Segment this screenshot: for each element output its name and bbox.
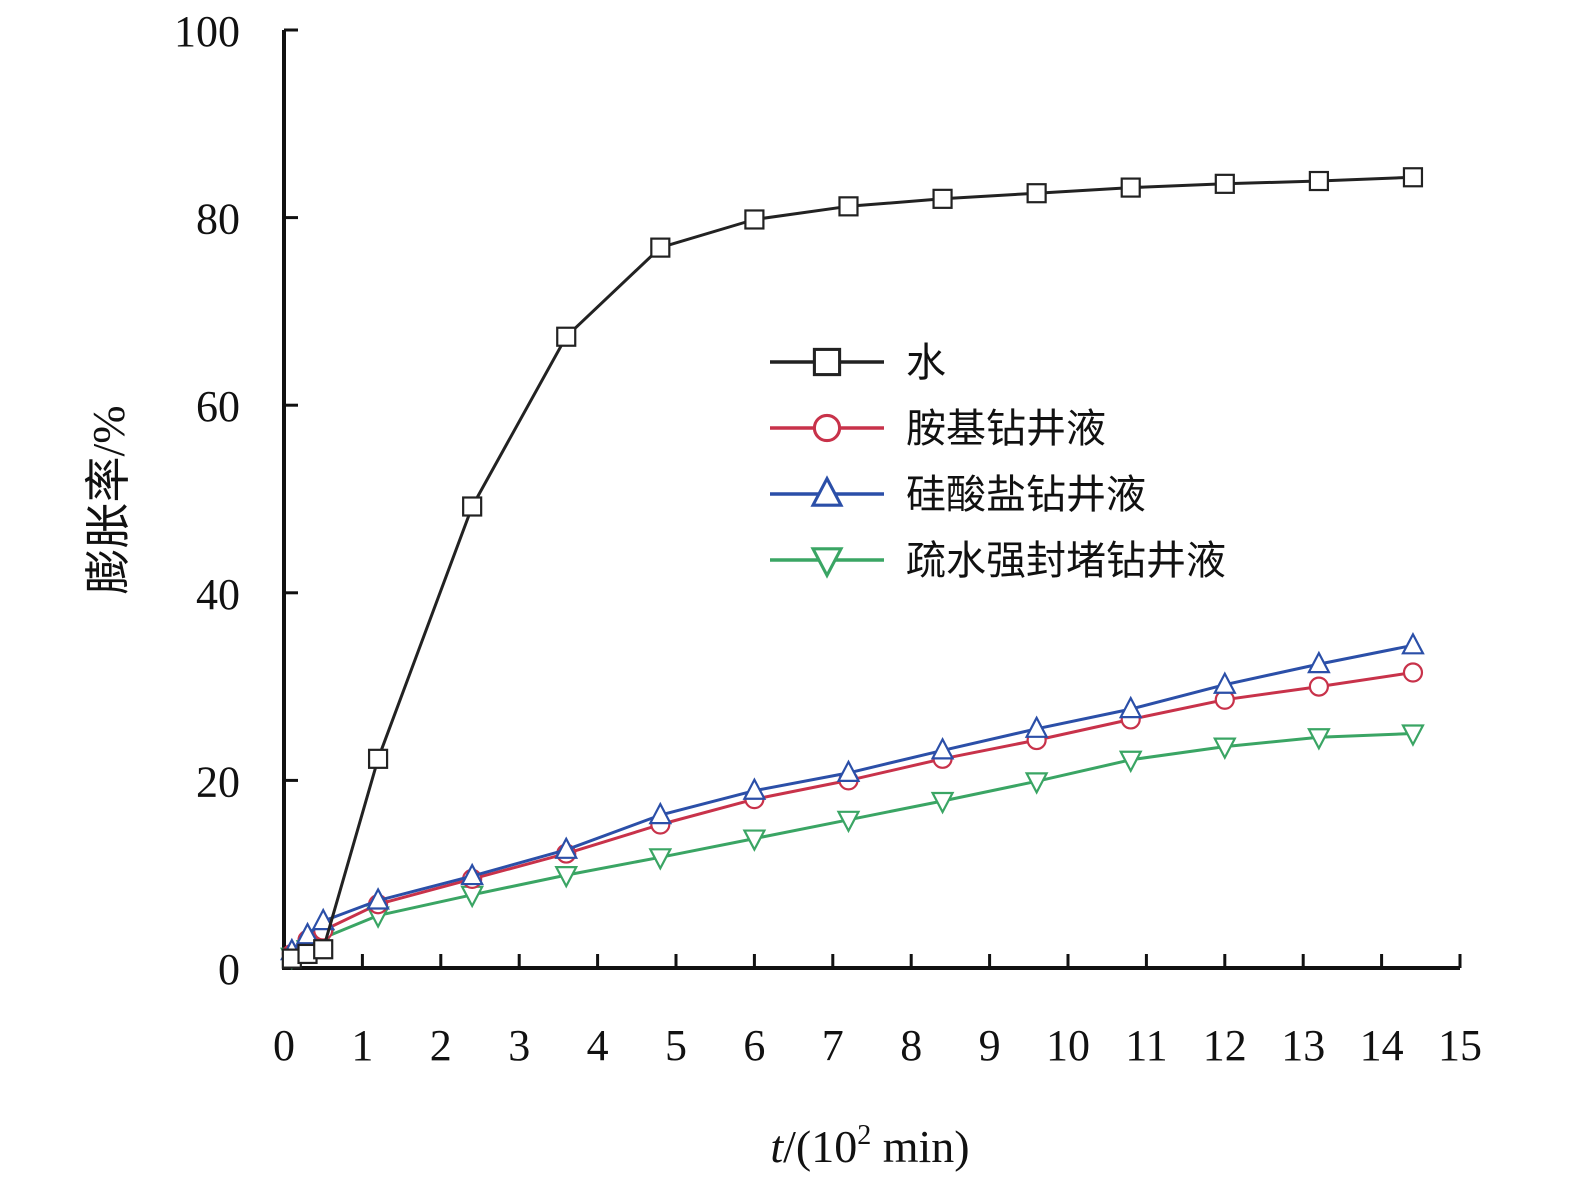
data-point — [556, 326, 577, 347]
series-line — [291, 175, 1414, 961]
x-tick-label: 0 — [273, 1021, 295, 1070]
x-axis-title-unit: /(10 — [783, 1121, 857, 1172]
series-triangle-down — [280, 724, 1425, 971]
x-tick-label: 10 — [1046, 1021, 1090, 1070]
data-point — [836, 810, 861, 834]
data-point — [836, 759, 861, 782]
legend-marker — [810, 475, 844, 507]
y-tick-label: 0 — [218, 945, 240, 994]
x-tick-label: 2 — [430, 1021, 452, 1070]
data-point — [295, 921, 320, 945]
data-point — [742, 777, 767, 800]
data-point — [648, 801, 673, 825]
y-axis-title: 膨胀率/% — [83, 405, 134, 594]
y-ticks: 0 20 40 60 80 100 — [174, 7, 298, 994]
legend-marker — [812, 413, 842, 443]
data-point — [930, 737, 955, 760]
x-axis-title-exponent: 2 — [857, 1120, 871, 1151]
data-point — [1212, 671, 1237, 694]
data-point — [1307, 728, 1331, 751]
y-tick-label: 100 — [174, 7, 240, 56]
data-point — [742, 829, 767, 852]
x-tick-label: 5 — [665, 1021, 687, 1070]
legend-entry: 疏水强封堵钻井液 — [770, 538, 1226, 584]
series-square — [281, 167, 1424, 969]
x-tick-label: 13 — [1281, 1021, 1325, 1070]
series-line — [290, 643, 1414, 953]
data-point — [744, 209, 765, 230]
data-point — [554, 866, 579, 889]
x-axis-title-unit-tail: min) — [871, 1121, 969, 1172]
legend-entry: 水 — [770, 340, 946, 386]
y-tick-label: 60 — [196, 382, 240, 431]
data-point — [1118, 750, 1143, 774]
legend-marker — [810, 547, 844, 579]
x-tick-label: 6 — [743, 1021, 765, 1070]
data-point — [930, 791, 955, 815]
data-point — [1214, 173, 1235, 194]
data-point — [1024, 715, 1049, 738]
data-point — [838, 196, 859, 217]
data-point — [462, 496, 483, 517]
data-point — [648, 848, 673, 871]
x-tick-label: 1 — [351, 1021, 373, 1070]
y-tick-label: 40 — [196, 570, 240, 619]
data-point — [1402, 662, 1424, 683]
data-point — [1401, 631, 1425, 655]
y-tick-label: 20 — [196, 757, 240, 806]
data-point — [311, 907, 336, 931]
x-axis-title: t/(102 min) — [770, 1120, 969, 1172]
x-tick-label: 9 — [979, 1021, 1001, 1070]
legend-entry: 硅酸盐钻井液 — [770, 472, 1146, 518]
data-point — [460, 862, 484, 886]
y-tick-label: 80 — [196, 195, 240, 244]
x-tick-label: 11 — [1125, 1021, 1167, 1070]
x-axis-title-variable: t — [770, 1121, 784, 1172]
legend-label: 疏水强封堵钻井液 — [906, 538, 1226, 584]
data-point — [1026, 183, 1047, 204]
series-line — [291, 732, 1414, 959]
data-point — [650, 237, 671, 258]
x-tick-label: 15 — [1438, 1021, 1482, 1070]
legend-marker — [812, 347, 842, 377]
x-tick-label: 4 — [587, 1021, 609, 1070]
x-ticks: 0 1 2 3 4 5 6 7 8 9 10 11 12 13 14 15 — [273, 954, 1482, 1070]
data-point — [1402, 167, 1424, 188]
data-point — [1024, 772, 1049, 795]
x-tick-label: 12 — [1203, 1021, 1247, 1070]
x-tick-label: 14 — [1360, 1021, 1404, 1070]
legend-label: 胺基钻井液 — [906, 406, 1106, 452]
data-point — [1212, 737, 1237, 760]
x-tick-label: 3 — [508, 1021, 530, 1070]
data-point — [1118, 695, 1143, 719]
data-point — [554, 836, 579, 859]
x-tick-label: 8 — [900, 1021, 922, 1070]
data-point — [1401, 724, 1425, 747]
data-point — [366, 887, 390, 910]
series-layer — [280, 167, 1425, 971]
data-point — [313, 939, 334, 960]
data-point — [1308, 170, 1329, 192]
data-point — [1307, 650, 1331, 674]
legend-label: 水 — [906, 340, 946, 386]
data-point — [1120, 177, 1141, 198]
data-point — [932, 188, 953, 209]
legend-entry: 胺基钻井液 — [770, 406, 1106, 452]
data-point — [1308, 676, 1329, 697]
x-tick-label: 7 — [822, 1021, 844, 1070]
data-point — [367, 748, 389, 769]
series-triangle-up — [280, 631, 1425, 961]
legend-label: 硅酸盐钻井液 — [906, 472, 1146, 518]
